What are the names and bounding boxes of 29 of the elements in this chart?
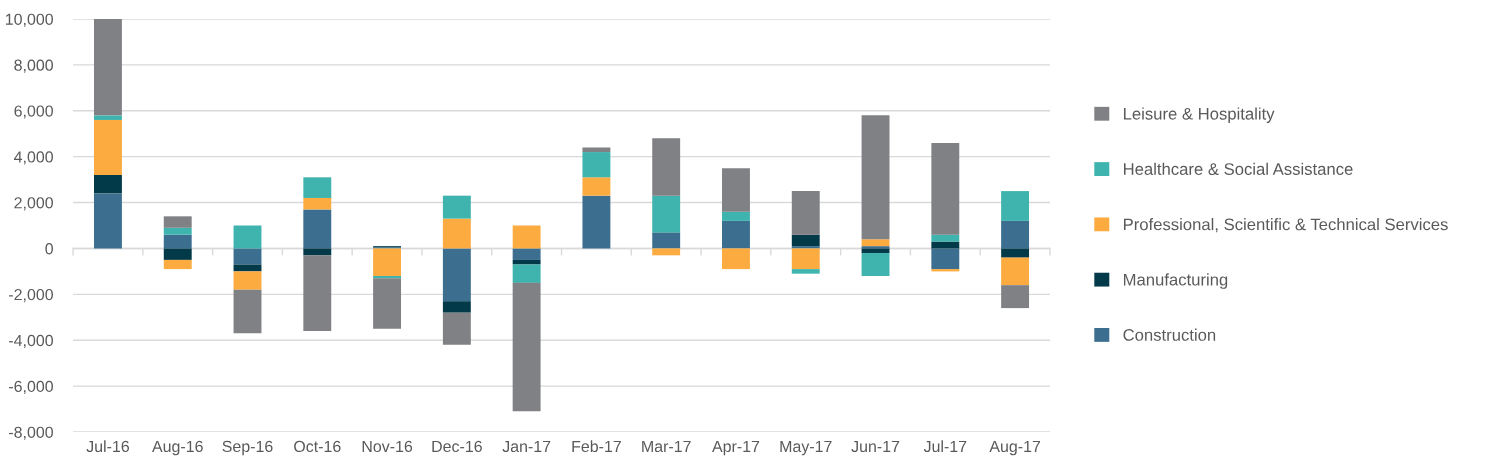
legend-label: Leisure & Hospitality: [1123, 107, 1275, 123]
y-tick-label: 0: [45, 243, 53, 255]
y-tick-label: 8,000: [14, 59, 53, 73]
y-tick-label: 6,000: [14, 105, 53, 119]
y-tick-label: 2,000: [14, 197, 53, 211]
x-tick-label: Aug-17: [989, 440, 1041, 456]
x-tick-label: Mar-17: [642, 440, 691, 453]
y-tick-label: -4,000: [9, 334, 53, 349]
x-tick-label: Nov-16: [362, 440, 413, 453]
x-tick-label: Feb-17: [572, 440, 621, 453]
y-tick-label: -2,000: [9, 288, 53, 303]
legend-label: Professional, Scientific & Technical Services: [1123, 218, 1448, 233]
legend-label: Construction: [1123, 328, 1216, 341]
y-tick-label: -8,000: [9, 426, 53, 440]
x-tick-label: Aug-16: [152, 440, 203, 456]
x-tick-label: Dec-16: [432, 440, 482, 453]
x-tick-label: Jul-16: [86, 440, 129, 453]
x-tick-label: Jan-17: [502, 440, 551, 453]
legend-label: Manufacturing: [1123, 273, 1228, 289]
y-tick-label: 4,000: [14, 151, 53, 165]
y-tick-label: -6,000: [9, 380, 53, 394]
x-tick-label: Oct-16: [294, 440, 341, 453]
y-tick-label: 10,000: [5, 13, 53, 27]
x-tick-label: Apr-17: [712, 440, 760, 456]
legend-label: Healthcare & Social Assistance: [1123, 162, 1353, 175]
x-tick-label: Jun-17: [851, 440, 900, 453]
x-tick-label: Jul-17: [923, 440, 967, 453]
x-tick-label: May-17: [780, 440, 832, 456]
x-tick-label: Sep-16: [222, 440, 273, 456]
